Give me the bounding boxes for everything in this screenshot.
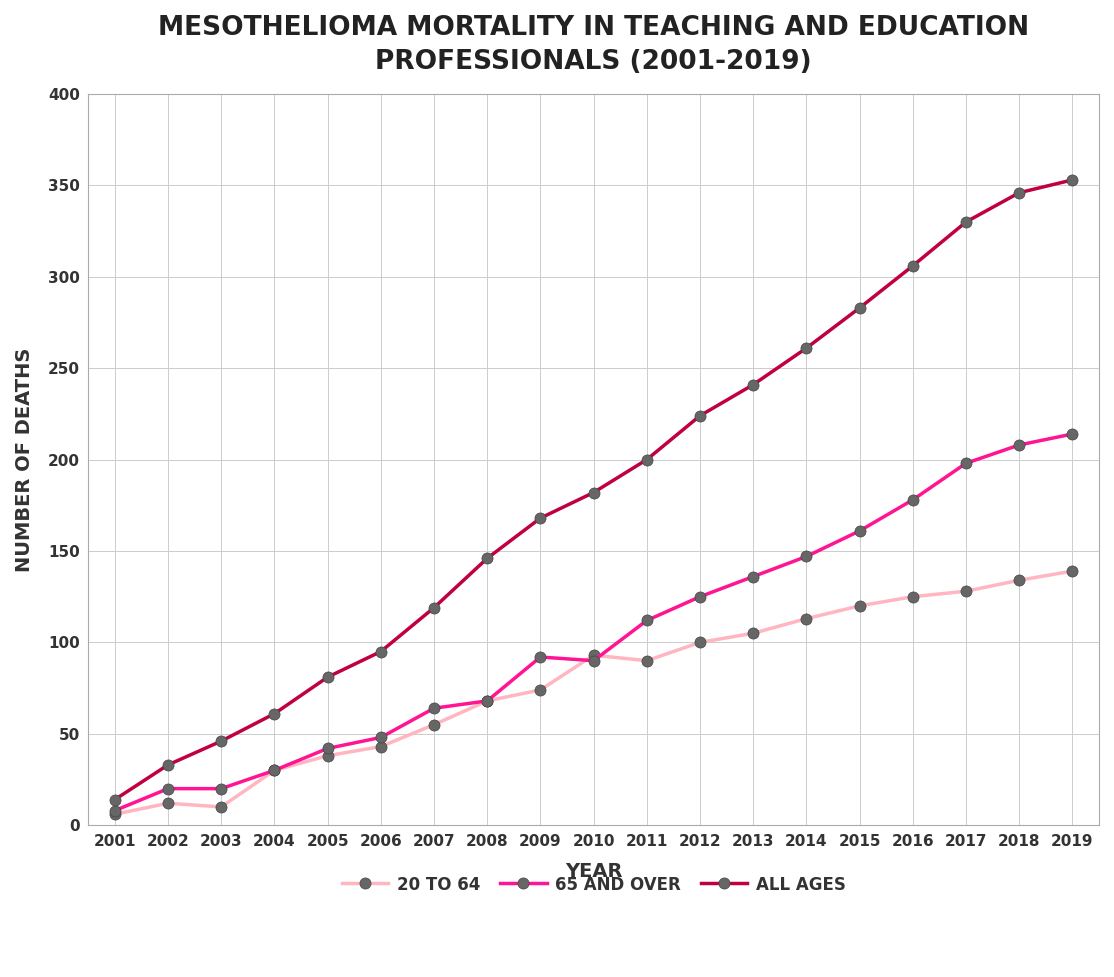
65 AND OVER bbox=[267, 764, 281, 776]
ALL AGES bbox=[321, 671, 334, 683]
20 TO 64 bbox=[267, 764, 281, 776]
Title: MESOTHELIOMA MORTALITY IN TEACHING AND EDUCATION
PROFESSIONALS (2001-2019): MESOTHELIOMA MORTALITY IN TEACHING AND E… bbox=[158, 15, 1029, 75]
ALL AGES bbox=[534, 512, 547, 524]
ALL AGES bbox=[587, 487, 600, 498]
ALL AGES bbox=[267, 707, 281, 719]
Line: 20 TO 64: 20 TO 64 bbox=[109, 566, 1078, 820]
ALL AGES bbox=[1066, 174, 1079, 186]
65 AND OVER bbox=[321, 743, 334, 754]
65 AND OVER bbox=[906, 494, 919, 506]
65 AND OVER bbox=[959, 457, 973, 469]
20 TO 64 bbox=[746, 627, 760, 639]
ALL AGES bbox=[906, 260, 919, 272]
ALL AGES bbox=[959, 216, 973, 228]
ALL AGES bbox=[480, 552, 494, 564]
20 TO 64 bbox=[108, 808, 121, 820]
65 AND OVER bbox=[1013, 439, 1026, 450]
65 AND OVER bbox=[215, 783, 228, 794]
65 AND OVER bbox=[162, 783, 175, 794]
20 TO 64 bbox=[374, 741, 388, 752]
20 TO 64 bbox=[321, 750, 334, 762]
20 TO 64 bbox=[1013, 574, 1026, 586]
20 TO 64 bbox=[587, 650, 600, 661]
65 AND OVER bbox=[746, 571, 760, 582]
ALL AGES bbox=[108, 793, 121, 805]
Legend: 20 TO 64, 65 AND OVER, ALL AGES: 20 TO 64, 65 AND OVER, ALL AGES bbox=[335, 870, 852, 901]
20 TO 64 bbox=[534, 684, 547, 696]
Y-axis label: NUMBER OF DEATHS: NUMBER OF DEATHS bbox=[14, 348, 35, 572]
20 TO 64 bbox=[959, 585, 973, 597]
ALL AGES bbox=[162, 759, 175, 771]
ALL AGES bbox=[853, 302, 867, 314]
65 AND OVER bbox=[800, 551, 813, 563]
65 AND OVER bbox=[641, 615, 654, 626]
20 TO 64 bbox=[693, 637, 706, 649]
20 TO 64 bbox=[641, 655, 654, 666]
20 TO 64 bbox=[1066, 566, 1079, 577]
65 AND OVER bbox=[853, 525, 867, 536]
Line: 65 AND OVER: 65 AND OVER bbox=[109, 429, 1078, 816]
65 AND OVER bbox=[534, 651, 547, 662]
Line: ALL AGES: ALL AGES bbox=[109, 174, 1078, 805]
20 TO 64 bbox=[800, 613, 813, 624]
20 TO 64 bbox=[906, 591, 919, 603]
ALL AGES bbox=[746, 379, 760, 391]
20 TO 64 bbox=[853, 600, 867, 612]
ALL AGES bbox=[800, 342, 813, 354]
20 TO 64 bbox=[162, 797, 175, 809]
ALL AGES bbox=[374, 646, 388, 658]
65 AND OVER bbox=[428, 702, 441, 714]
65 AND OVER bbox=[1066, 428, 1079, 440]
20 TO 64 bbox=[215, 801, 228, 813]
ALL AGES bbox=[1013, 187, 1026, 198]
65 AND OVER bbox=[108, 805, 121, 817]
20 TO 64 bbox=[428, 719, 441, 731]
65 AND OVER bbox=[587, 655, 600, 666]
65 AND OVER bbox=[480, 695, 494, 706]
ALL AGES bbox=[693, 410, 706, 422]
ALL AGES bbox=[215, 736, 228, 747]
65 AND OVER bbox=[374, 732, 388, 743]
X-axis label: YEAR: YEAR bbox=[565, 863, 623, 881]
ALL AGES bbox=[428, 602, 441, 614]
ALL AGES bbox=[641, 453, 654, 465]
65 AND OVER bbox=[693, 591, 706, 603]
20 TO 64 bbox=[480, 695, 494, 706]
